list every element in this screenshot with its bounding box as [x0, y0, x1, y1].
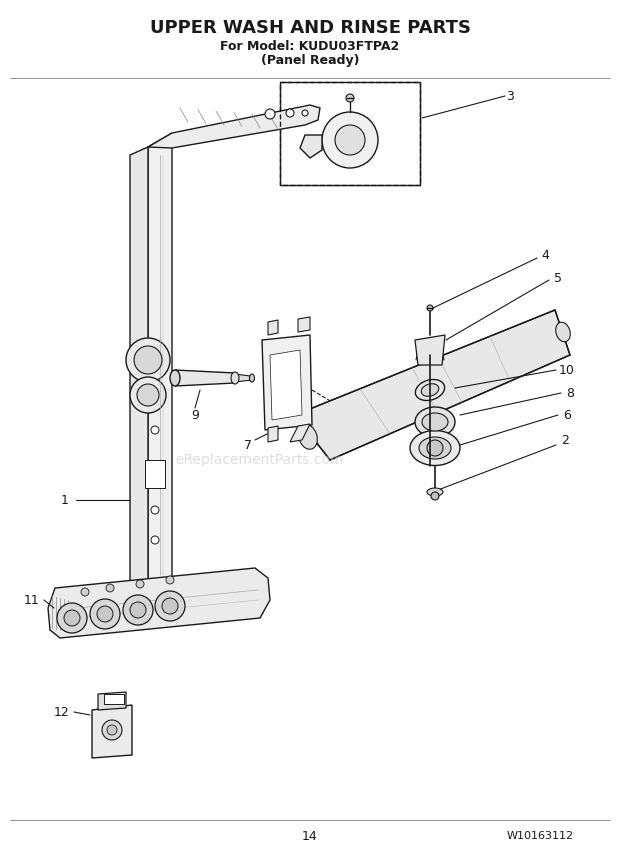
Circle shape	[136, 580, 144, 588]
Circle shape	[81, 588, 89, 596]
Polygon shape	[130, 147, 148, 600]
Circle shape	[106, 584, 114, 592]
Polygon shape	[300, 135, 322, 158]
Circle shape	[166, 576, 174, 584]
Circle shape	[302, 110, 308, 116]
Circle shape	[162, 598, 178, 614]
Ellipse shape	[556, 322, 570, 342]
Text: 6: 6	[563, 408, 571, 421]
Ellipse shape	[421, 383, 439, 396]
Text: UPPER WASH AND RINSE PARTS: UPPER WASH AND RINSE PARTS	[149, 19, 471, 37]
Ellipse shape	[415, 379, 445, 401]
Ellipse shape	[410, 431, 460, 466]
Text: 3: 3	[506, 90, 514, 103]
Circle shape	[427, 305, 433, 311]
Circle shape	[335, 125, 365, 155]
Circle shape	[427, 440, 443, 456]
Circle shape	[151, 426, 159, 434]
Polygon shape	[235, 374, 252, 382]
Ellipse shape	[299, 425, 317, 449]
Text: For Model: KUDU03FTPA2: For Model: KUDU03FTPA2	[220, 39, 400, 52]
Text: 7: 7	[244, 438, 252, 451]
Circle shape	[431, 492, 439, 500]
Bar	[104, 694, 124, 704]
Text: W10163112: W10163112	[507, 831, 574, 841]
Polygon shape	[48, 568, 270, 638]
Ellipse shape	[427, 488, 443, 496]
Bar	[280, 82, 420, 185]
Text: (Panel Ready): (Panel Ready)	[261, 54, 359, 67]
Polygon shape	[175, 370, 235, 386]
Ellipse shape	[415, 407, 455, 437]
Text: 8: 8	[566, 387, 574, 400]
Ellipse shape	[170, 370, 180, 386]
Polygon shape	[262, 335, 312, 430]
Polygon shape	[415, 335, 445, 365]
Bar	[280, 82, 420, 185]
Polygon shape	[268, 320, 278, 335]
Polygon shape	[295, 310, 570, 460]
Polygon shape	[98, 692, 126, 710]
Text: 10: 10	[559, 364, 575, 377]
Circle shape	[286, 109, 294, 117]
Text: 12: 12	[54, 705, 70, 718]
Circle shape	[155, 591, 185, 621]
Polygon shape	[92, 705, 132, 758]
Circle shape	[123, 595, 153, 625]
Text: 4: 4	[541, 248, 549, 261]
Circle shape	[90, 599, 120, 629]
Text: eReplacementParts.com: eReplacementParts.com	[175, 453, 344, 467]
Polygon shape	[268, 426, 278, 442]
Circle shape	[97, 606, 113, 622]
Circle shape	[151, 506, 159, 514]
Text: 11: 11	[24, 593, 40, 607]
Circle shape	[64, 610, 80, 626]
Ellipse shape	[249, 374, 254, 382]
Polygon shape	[148, 105, 320, 148]
Circle shape	[151, 536, 159, 544]
Text: 1: 1	[61, 494, 69, 507]
Circle shape	[137, 384, 159, 406]
Text: 9: 9	[191, 408, 199, 421]
Ellipse shape	[422, 413, 448, 431]
Polygon shape	[148, 133, 172, 594]
Text: 2: 2	[561, 433, 569, 447]
Text: 14: 14	[302, 829, 318, 842]
Ellipse shape	[419, 437, 451, 459]
Polygon shape	[270, 350, 302, 420]
Circle shape	[322, 112, 378, 168]
Circle shape	[126, 338, 170, 382]
Circle shape	[102, 720, 122, 740]
Polygon shape	[290, 424, 310, 442]
Circle shape	[134, 346, 162, 374]
Circle shape	[265, 109, 275, 119]
Text: 5: 5	[554, 271, 562, 284]
Circle shape	[107, 725, 117, 735]
Circle shape	[346, 94, 354, 102]
Ellipse shape	[231, 372, 239, 384]
Bar	[145, 460, 165, 488]
Circle shape	[130, 377, 166, 413]
Circle shape	[130, 602, 146, 618]
Polygon shape	[298, 317, 310, 332]
Circle shape	[57, 603, 87, 633]
